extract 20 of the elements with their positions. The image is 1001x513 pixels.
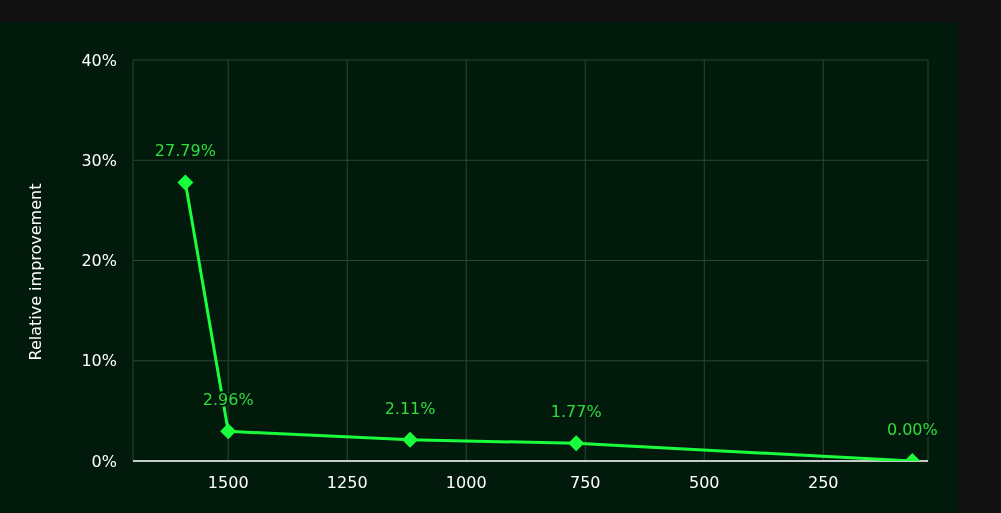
y-tick-label: 20% xyxy=(81,251,117,271)
y-tick-label: 30% xyxy=(81,150,117,170)
data-label: 0.00% xyxy=(886,420,938,439)
point xyxy=(402,431,419,448)
x-tick-label: 250 xyxy=(808,473,839,493)
y-tick-label: 10% xyxy=(81,351,117,371)
point xyxy=(220,423,237,440)
data-label: 2.11% xyxy=(384,398,436,418)
y-tick-label: 40% xyxy=(81,50,117,70)
data-label: 1.77% xyxy=(550,402,602,422)
x-tick-label: 1250 xyxy=(326,473,368,493)
data-label: 27.79% xyxy=(154,141,216,161)
x-tick-label: 1000 xyxy=(445,473,487,493)
y-tick-label: 0% xyxy=(91,451,117,471)
x-tick-label: 500 xyxy=(688,473,720,493)
point xyxy=(568,435,585,452)
x-tick-label: 1500 xyxy=(207,473,249,493)
point xyxy=(177,174,194,191)
y-axis-title: Relative improvement xyxy=(25,183,45,361)
x-tick-label: 750 xyxy=(569,473,601,493)
